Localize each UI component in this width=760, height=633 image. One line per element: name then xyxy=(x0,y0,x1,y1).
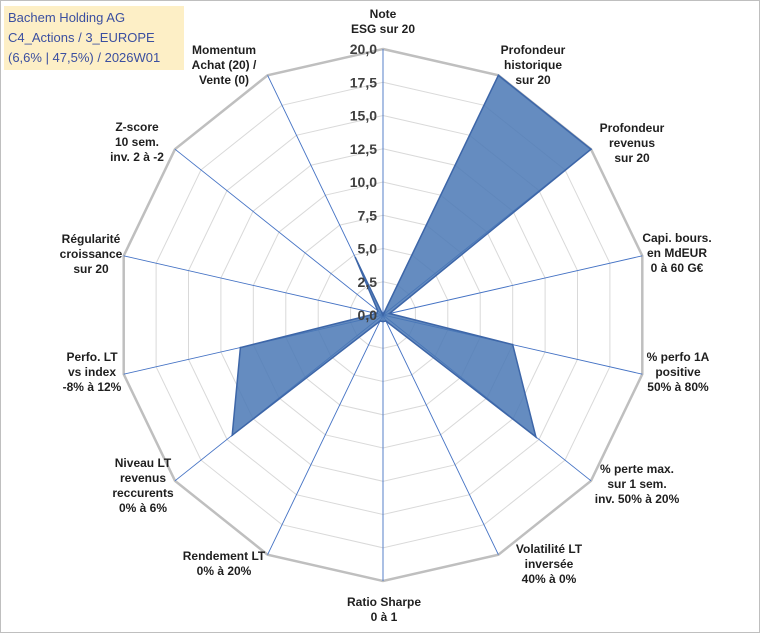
axis-label-line: 10 sem. xyxy=(115,135,159,149)
axis-label-line: Rendement LT xyxy=(183,549,266,563)
axis-label: % perfo 1A positive 50% à 80% xyxy=(647,350,710,394)
axis-label-line: 0 à 60 G€ xyxy=(651,261,704,275)
axis-label-line: Note xyxy=(370,7,397,21)
tick-label: 17,5 xyxy=(350,74,377,90)
axis-spoke xyxy=(382,314,499,555)
axis-label: Rendement LT 0% à 20% xyxy=(183,549,266,578)
axis-label-line: croissance xyxy=(60,247,123,261)
axis-label: Z-score 10 sem. inv. 2 à -2 xyxy=(110,120,164,164)
axis-label-line: Z-score xyxy=(115,120,159,134)
series-point xyxy=(231,434,233,437)
company-name: Bachem Holding AG xyxy=(8,10,126,25)
axis-label: Profondeur historique sur 20 xyxy=(501,43,566,87)
axis-label-line: positive xyxy=(655,365,701,379)
series-point xyxy=(590,148,592,150)
axis-label: Capi. bours. en MdEUR 0 à 60 G€ xyxy=(642,231,711,275)
axis-label-line: sur 20 xyxy=(515,73,551,87)
axis-label: Ratio Sharpe 0 à 1 xyxy=(347,595,421,624)
series-point xyxy=(535,436,537,438)
axis-label: Niveau LT revenus reccurents 0% à 6% xyxy=(112,456,174,515)
series-point xyxy=(382,320,384,323)
axis-label-line: vs index xyxy=(68,365,116,379)
axis-label-line: Vente (0) xyxy=(199,73,249,87)
series-point xyxy=(382,314,384,316)
axis-label-line: sur 1 sem. xyxy=(607,477,666,491)
tick-label: 2,5 xyxy=(358,274,378,290)
axis-label-line: Ratio Sharpe xyxy=(347,595,421,609)
axis-label-line: % perte max. xyxy=(600,462,674,476)
tick-label: 10,0 xyxy=(350,174,377,190)
axis-label-line: reccurents xyxy=(112,486,174,500)
series-point xyxy=(385,320,387,322)
series-area xyxy=(231,74,593,439)
axis-label-line: inversée xyxy=(525,557,574,571)
axis-spoke xyxy=(123,255,384,316)
series-point xyxy=(377,310,379,312)
score-period: (6,6% | 47,5%) / 2026W01 xyxy=(8,50,161,65)
axis-label-line: sur 20 xyxy=(614,151,650,165)
axis-spoke xyxy=(267,314,384,555)
axis-label-line: % perfo 1A xyxy=(647,350,710,364)
axis-label-line: -8% à 12% xyxy=(63,380,122,394)
axis-label: Note ESG sur 20 xyxy=(351,7,415,36)
axis-label: Momentum Achat (20) / Vente (0) xyxy=(192,43,257,87)
series-point xyxy=(497,74,500,77)
tick-label: 20,0 xyxy=(350,41,377,57)
axis-label-line: Perfo. LT xyxy=(66,350,118,364)
axis-label-line: Profondeur xyxy=(501,43,566,57)
axis-label-line: Profondeur xyxy=(600,121,665,135)
axis-label-line: 0% à 20% xyxy=(197,564,252,578)
tick-label: 15,0 xyxy=(350,108,377,124)
axis-spoke xyxy=(382,255,643,316)
axis-label: % perte max. sur 1 sem. inv. 50% à 20% xyxy=(595,462,680,506)
radar-tick-labels: 0,0 2,5 5,0 7,5 10,0 12,5 15,0 17,5 20,0 xyxy=(350,41,377,323)
series-point xyxy=(511,343,514,346)
axis-label-line: historique xyxy=(504,58,562,72)
axis-label-line: Momentum xyxy=(192,43,256,57)
axis-label-line: 0 à 1 xyxy=(371,610,398,624)
axis-label-line: ESG sur 20 xyxy=(351,22,415,36)
tick-label: 5,0 xyxy=(358,241,378,257)
axis-label-line: 50% à 80% xyxy=(647,380,709,394)
axis-label-line: en MdEUR xyxy=(647,246,707,260)
info-box: Bachem Holding AG C4_Actions / 3_EUROPE … xyxy=(4,6,184,70)
axis-label-line: inv. 2 à -2 xyxy=(110,150,164,164)
portfolio-category: C4_Actions / 3_EUROPE xyxy=(8,30,155,45)
tick-label: 7,5 xyxy=(358,207,378,223)
axis-label-line: Régularité xyxy=(62,232,121,246)
axis-spoke xyxy=(174,148,384,316)
axis-label: Profondeur revenus sur 20 xyxy=(600,121,665,165)
series-point xyxy=(375,312,378,315)
axis-label-line: Capi. bours. xyxy=(642,231,711,245)
axis-label-line: revenus xyxy=(120,471,166,485)
axis-label: Perfo. LT vs index -8% à 12% xyxy=(63,350,122,394)
axis-label-line: 0% à 6% xyxy=(119,501,167,515)
series-point xyxy=(388,312,391,315)
series-point xyxy=(354,256,357,259)
radar-series xyxy=(231,74,593,439)
series-point xyxy=(239,346,242,349)
axis-label-line: Volatilité LT xyxy=(516,542,583,556)
series-point xyxy=(379,320,381,322)
axis-label-line: Niveau LT xyxy=(115,456,172,470)
axis-label-line: revenus xyxy=(609,136,655,150)
axis-label-line: 40% à 0% xyxy=(522,572,577,586)
axis-label-line: sur 20 xyxy=(73,262,109,276)
axis-label-line: Achat (20) / xyxy=(192,58,257,72)
axis-label-line: inv. 50% à 20% xyxy=(595,492,680,506)
tick-label: 12,5 xyxy=(350,141,377,157)
axis-label: Régularité croissance sur 20 xyxy=(60,232,123,276)
axis-label: Volatilité LT inversée 40% à 0% xyxy=(516,542,583,586)
tick-label: 0,0 xyxy=(358,307,378,323)
